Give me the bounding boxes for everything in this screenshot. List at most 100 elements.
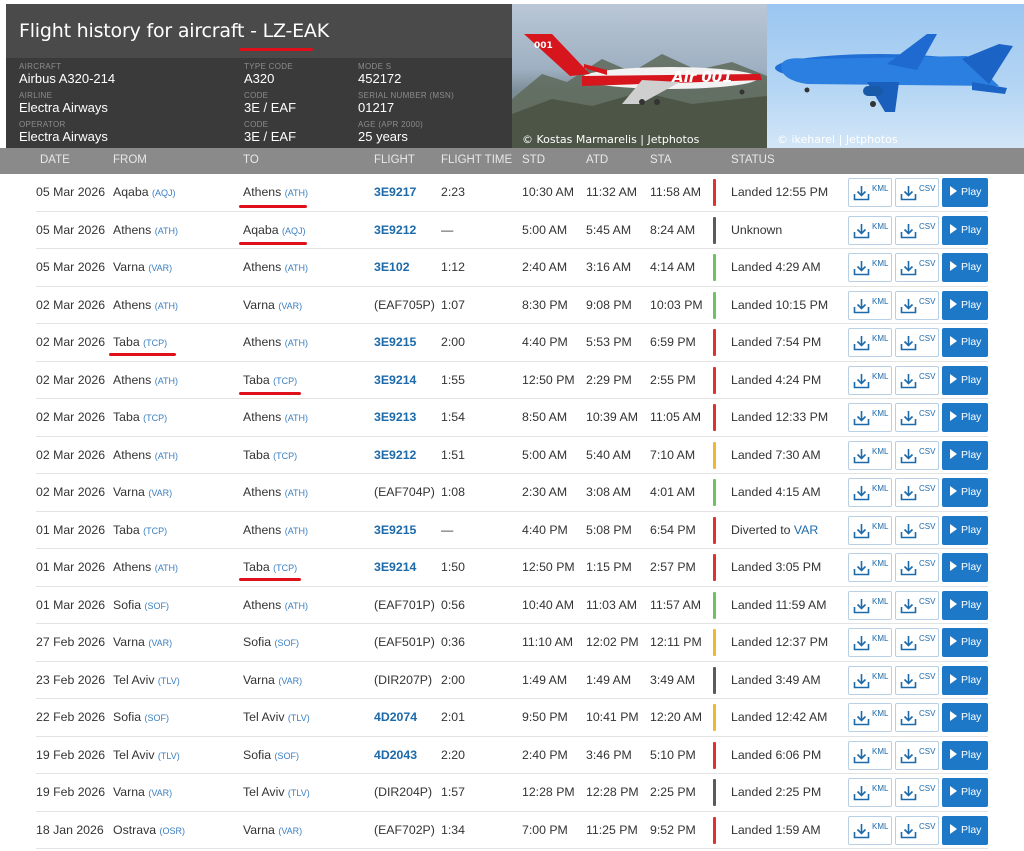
kml-download-button[interactable]: KML [848,290,892,320]
kml-download-button[interactable]: KML [848,515,892,545]
csv-download-button[interactable]: CSV [895,815,939,845]
aircraft-photo-2[interactable]: © ikeharel | Jetphotos [767,4,1024,148]
origin-code[interactable]: (ATH) [154,450,179,461]
origin[interactable]: Varna (VAR) [113,635,172,649]
csv-download-button[interactable]: CSV [895,628,939,657]
origin[interactable]: Tel Aviv (TLV) [113,673,180,687]
csv-download-button[interactable]: CSV [895,440,939,470]
kml-download-button[interactable]: KML [848,740,892,770]
origin-code[interactable]: (TLV) [157,750,180,761]
play-button[interactable]: Play [942,515,988,545]
destination[interactable]: Athens (ATH) [243,410,308,424]
destination[interactable]: Tel Aviv (TLV) [243,710,310,724]
origin-code[interactable]: (ATH) [154,375,179,386]
play-button[interactable]: Play [942,815,988,845]
origin[interactable]: Aqaba (AQJ) [113,185,175,199]
origin[interactable]: Sofia (SOF) [113,598,169,612]
destination-code[interactable]: (ATH) [284,413,309,423]
flight-number[interactable]: 4D2074 [374,710,418,724]
flight-number[interactable]: 4D2043 [374,747,418,762]
destination-code[interactable]: (ATH) [284,488,309,498]
play-button[interactable]: Play [942,740,988,770]
kml-download-button[interactable]: KML [848,553,892,582]
col-flight[interactable]: FLIGHT [374,154,415,166]
origin-code[interactable]: (SOF) [144,713,169,723]
kml-download-button[interactable]: KML [848,328,892,357]
origin[interactable]: Varna (VAR) [113,785,172,799]
destination-code[interactable]: (ATH) [284,338,309,348]
flight-number[interactable]: 3E9213 [374,410,417,424]
photo-credit-2[interactable]: © ikeharel | Jetphotos [777,133,898,146]
play-button[interactable]: Play [942,478,988,507]
origin[interactable]: Varna (VAR) [113,260,172,274]
play-button[interactable]: Play [942,665,988,695]
destination[interactable]: Athens (ATH) [243,185,308,199]
kml-download-button[interactable]: KML [848,815,892,845]
origin-code[interactable]: (VAR) [148,788,173,798]
play-button[interactable]: Play [942,328,988,357]
play-button[interactable]: Play [942,628,988,657]
play-button[interactable]: Play [942,178,988,207]
csv-download-button[interactable]: CSV [895,328,939,357]
play-button[interactable]: Play [942,778,988,807]
csv-download-button[interactable]: CSV [895,590,939,620]
flight-number[interactable]: 3E9214 [374,372,417,387]
destination[interactable]: Aqaba (AQJ) [243,223,305,237]
destination[interactable]: Varna (VAR) [243,298,302,312]
origin-code[interactable]: (TCP) [143,525,168,536]
kml-download-button[interactable]: KML [848,215,892,245]
kml-download-button[interactable]: KML [848,403,892,432]
csv-download-button[interactable]: CSV [895,178,939,207]
csv-download-button[interactable]: CSV [895,365,939,395]
kml-download-button[interactable]: KML [848,365,892,395]
origin-code[interactable]: (TCP) [143,338,168,348]
col-status[interactable]: STATUS [731,154,775,166]
kml-download-button[interactable]: KML [848,253,892,282]
destination[interactable]: Varna (VAR) [243,673,302,687]
origin-code[interactable]: (VAR) [148,488,173,498]
destination-code[interactable]: (VAR) [278,825,303,836]
destination[interactable]: Athens (ATH) [243,598,308,612]
play-button[interactable]: Play [942,590,988,620]
destination-code[interactable]: (VAR) [278,675,303,686]
origin-code[interactable]: (VAR) [148,263,173,273]
destination[interactable]: Varna (VAR) [243,823,302,837]
photo-credit-1[interactable]: © Kostas Marmarelis | Jetphotos [522,133,700,146]
flight-number[interactable]: 3E9215 [374,522,417,537]
destination[interactable]: Tel Aviv (TLV) [243,785,310,799]
origin[interactable]: Ostrava (OSR) [113,823,185,837]
origin[interactable]: Athens (ATH) [113,298,178,312]
csv-download-button[interactable]: CSV [895,740,939,770]
destination-code[interactable]: (TLV) [287,788,310,798]
destination[interactable]: Taba (TCP) [243,560,297,574]
destination-code[interactable]: (TCP) [273,450,298,461]
play-button[interactable]: Play [942,553,988,582]
csv-download-button[interactable]: CSV [895,665,939,695]
destination-code[interactable]: (ATH) [284,263,309,273]
csv-download-button[interactable]: CSV [895,553,939,582]
play-button[interactable]: Play [942,253,988,282]
play-button[interactable]: Play [942,703,988,732]
flight-number[interactable]: 3E9212 [374,222,417,237]
kml-download-button[interactable]: KML [848,178,892,207]
csv-download-button[interactable]: CSV [895,478,939,507]
col-date[interactable]: DATE [40,154,70,166]
destination-code[interactable]: (ATH) [284,188,309,198]
destination[interactable]: Taba (TCP) [243,373,297,387]
destination-code[interactable]: (ATH) [284,525,309,536]
col-flight-time[interactable]: FLIGHT TIME [441,154,513,166]
kml-download-button[interactable]: KML [848,665,892,695]
aircraft-photo-1[interactable]: 001 Air 001 © Kostas Marmarelis | Jetpho… [512,4,767,148]
destination[interactable]: Athens (ATH) [243,523,308,537]
destination-code[interactable]: (VAR) [278,300,303,311]
csv-download-button[interactable]: CSV [895,215,939,245]
origin-code[interactable]: (OSR) [159,825,185,836]
flight-number[interactable]: 3E102 [374,260,410,274]
col-to[interactable]: TO [243,154,259,166]
play-button[interactable]: Play [942,403,988,432]
kml-download-button[interactable]: KML [848,703,892,732]
flight-number[interactable]: 3E9212 [374,447,417,462]
col-atd[interactable]: ATD [586,154,609,166]
play-button[interactable]: Play [942,440,988,470]
kml-download-button[interactable]: KML [848,478,892,507]
